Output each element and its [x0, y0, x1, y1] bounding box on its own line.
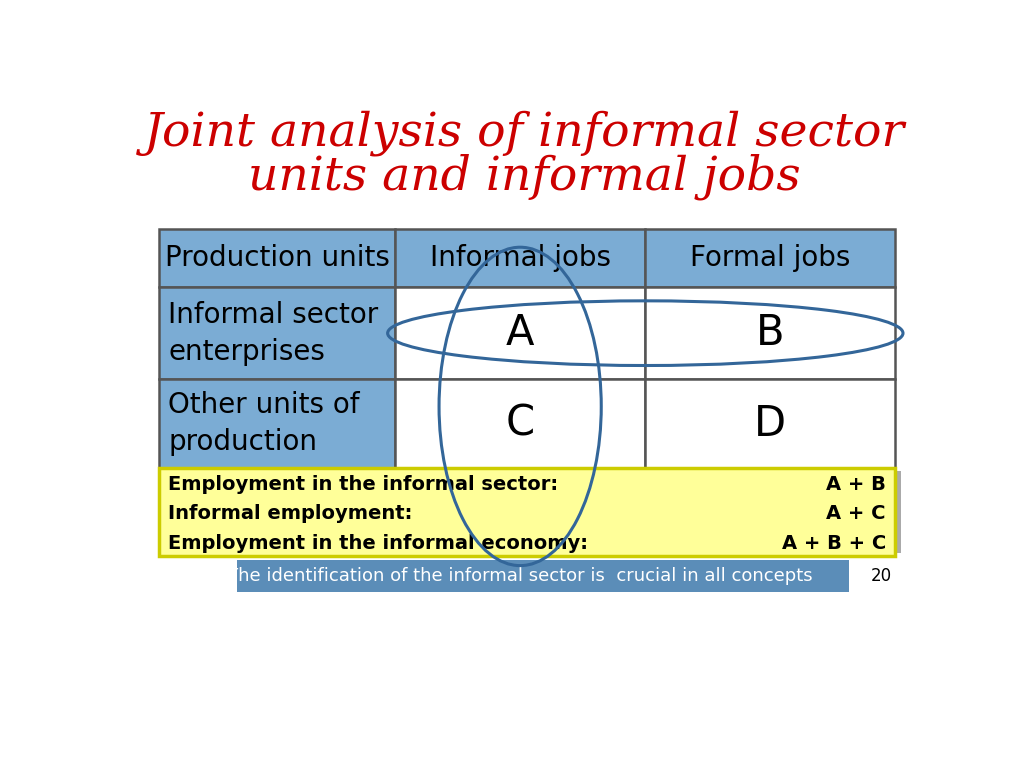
Text: Production units: Production units: [165, 244, 389, 272]
Text: D: D: [754, 402, 786, 445]
Text: 20: 20: [870, 567, 891, 584]
Bar: [395, 379, 645, 468]
Bar: [645, 379, 895, 468]
Text: C: C: [506, 402, 535, 445]
Bar: [645, 287, 895, 379]
Text: A: A: [506, 312, 535, 354]
Bar: [159, 379, 395, 468]
Bar: [159, 229, 395, 287]
Text: The identification of the informal sector is  crucial in all concepts: The identification of the informal secto…: [226, 567, 812, 584]
Text: A + B + C: A + B + C: [781, 534, 886, 553]
Text: B: B: [756, 312, 784, 354]
Bar: [395, 287, 645, 379]
Text: Joint analysis of informal sector: Joint analysis of informal sector: [144, 110, 905, 156]
Text: Informal employment:: Informal employment:: [168, 504, 413, 523]
Bar: [159, 468, 895, 557]
Text: Other units of
production: Other units of production: [168, 391, 359, 456]
Text: units and informal jobs: units and informal jobs: [249, 154, 801, 200]
Text: Informal sector
enterprises: Informal sector enterprises: [168, 301, 379, 366]
Bar: [395, 229, 645, 287]
Bar: [237, 560, 849, 592]
Bar: [645, 229, 895, 287]
Text: Employment in the informal sector:: Employment in the informal sector:: [168, 475, 558, 494]
Text: Informal jobs: Informal jobs: [430, 244, 610, 272]
Bar: [159, 287, 395, 379]
Text: Formal jobs: Formal jobs: [690, 244, 850, 272]
Bar: [895, 471, 901, 554]
Text: Employment in the informal economy:: Employment in the informal economy:: [168, 534, 589, 553]
Text: A + C: A + C: [826, 504, 886, 523]
Text: A + B: A + B: [826, 475, 886, 494]
